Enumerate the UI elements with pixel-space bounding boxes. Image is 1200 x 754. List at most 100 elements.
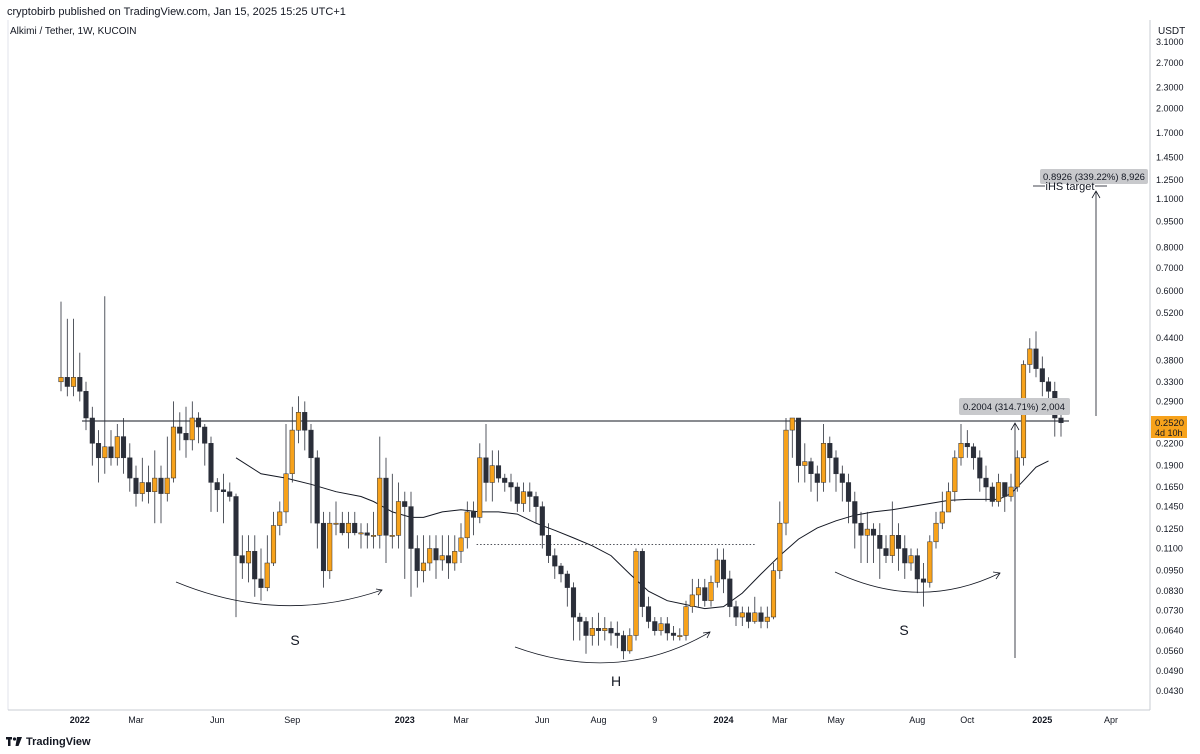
- price-tick-label: 0.1900: [1156, 461, 1184, 471]
- candle-body: [1008, 486, 1014, 497]
- candle-body: [402, 501, 408, 507]
- candle-body: [689, 594, 695, 607]
- price-axis-currency: USDT: [1158, 26, 1186, 37]
- last-price-tag: 0.2520 4d 10h: [1151, 416, 1187, 438]
- candle-down: [158, 465, 164, 524]
- candle-body: [545, 535, 552, 556]
- candle-body: [677, 635, 683, 637]
- candle-down: [614, 621, 620, 649]
- time-tick-label: Mar: [453, 715, 469, 725]
- time-axis[interactable]: 2022 Mar Jun Sep 2023 Mar Jun Aug 9 2024 Mar May Aug…: [70, 715, 1118, 725]
- candle-body: [570, 587, 577, 618]
- candle-body: [895, 535, 902, 549]
- measure-badges: 0.2004 (314.71%) 2,004 0.8926 (339.22%) …: [959, 169, 1148, 415]
- candle-down: [314, 450, 320, 549]
- candle-body: [283, 473, 289, 513]
- candle-body: [277, 511, 283, 526]
- candle-down: [402, 491, 408, 579]
- candle-body: [583, 621, 589, 636]
- candle-down: [845, 473, 852, 524]
- candle-down: [727, 570, 733, 618]
- time-tick-label: Jun: [535, 715, 550, 725]
- candle-down: [470, 501, 477, 536]
- pattern-drawings: [175, 190, 1101, 664]
- candle-body: [102, 446, 108, 459]
- candle-down: [239, 535, 245, 579]
- candle-body: [139, 482, 145, 494]
- candle-down: [233, 493, 239, 618]
- candle-down: [177, 412, 183, 451]
- price-tick-label: 3.1000: [1156, 37, 1184, 47]
- measure-badge-1-text: 0.2004 (314.71%) 2,004: [963, 402, 1065, 413]
- candle-body: [208, 443, 214, 483]
- candle-up: [489, 450, 495, 502]
- candle-down: [308, 424, 314, 524]
- price-tick-label: 2.0000: [1156, 104, 1184, 114]
- price-axis[interactable]: 3.1000 2.7000 2.3000 2.0000 1.7000 1.4500 1.25…: [1156, 37, 1184, 696]
- candle-body: [239, 555, 245, 564]
- head-label: H: [611, 673, 621, 689]
- candle-down: [352, 511, 358, 536]
- h-arrowhead: [702, 631, 711, 639]
- candle-body: [827, 443, 833, 459]
- candle-down: [127, 443, 133, 492]
- candle-body: [539, 506, 545, 536]
- candle-body: [127, 457, 133, 479]
- candle-body: [1014, 457, 1020, 488]
- candle-body: [377, 477, 383, 536]
- shoulder-label-left: S: [290, 632, 299, 648]
- candle-body: [314, 457, 320, 524]
- s2-arc: [834, 571, 1001, 593]
- price-tick-label: 0.2900: [1156, 396, 1184, 406]
- candle-body: [770, 570, 777, 618]
- symbol-title: Alkimi / Tether, 1W, KUCOIN: [10, 26, 137, 37]
- candle-down: [195, 412, 202, 444]
- candle-down: [852, 491, 858, 549]
- measure-badge-2-text: 0.8926 (339.22%) 8,926: [1043, 172, 1145, 183]
- candle-up: [377, 436, 383, 549]
- candle-body: [395, 501, 402, 536]
- candle-up: [358, 523, 364, 549]
- candle-up: [945, 482, 952, 513]
- target-arrowhead: [1091, 190, 1101, 199]
- candle-down: [1045, 377, 1052, 402]
- time-tick-label: 2025: [1032, 715, 1052, 725]
- candle-up: [695, 578, 702, 607]
- candle-body: [83, 391, 89, 419]
- candle-body: [64, 377, 70, 387]
- price-tick-label: 2.7000: [1156, 58, 1184, 68]
- candle-up: [164, 436, 170, 502]
- candle-body: [1027, 348, 1033, 365]
- candle-body: [158, 477, 164, 494]
- price-tick-label: 0.1450: [1156, 502, 1184, 512]
- candle-body: [533, 496, 539, 507]
- publish-line: cryptobirb published on TradingView.com,…: [7, 6, 346, 18]
- candle-up: [170, 401, 177, 483]
- candle-up: [283, 424, 289, 524]
- candle-up: [933, 511, 939, 549]
- candle-body: [77, 377, 83, 392]
- candle-up: [770, 563, 777, 620]
- candle-down: [320, 511, 327, 588]
- measure-badge-1-bg: [959, 398, 1070, 415]
- candle-up: [464, 501, 470, 549]
- candle-body: [452, 551, 458, 564]
- candle-up: [70, 318, 77, 397]
- candle-up: [152, 450, 158, 524]
- candle-up: [427, 535, 433, 571]
- candle-body: [202, 426, 208, 444]
- candle-body: [527, 491, 533, 497]
- candle-body: [339, 522, 345, 534]
- candle-body: [820, 443, 827, 483]
- candle-down: [364, 523, 370, 549]
- tradingview-logo-icon: [6, 736, 22, 748]
- candle-body: [933, 522, 939, 543]
- measure-badge-2-bg: [1040, 169, 1148, 184]
- tradingview-logo[interactable]: TradingView: [6, 736, 91, 748]
- candle-up: [264, 535, 270, 592]
- candle-down: [583, 617, 589, 654]
- candle-up: [370, 511, 377, 549]
- candle-body: [920, 578, 927, 583]
- candle-down: [302, 401, 308, 451]
